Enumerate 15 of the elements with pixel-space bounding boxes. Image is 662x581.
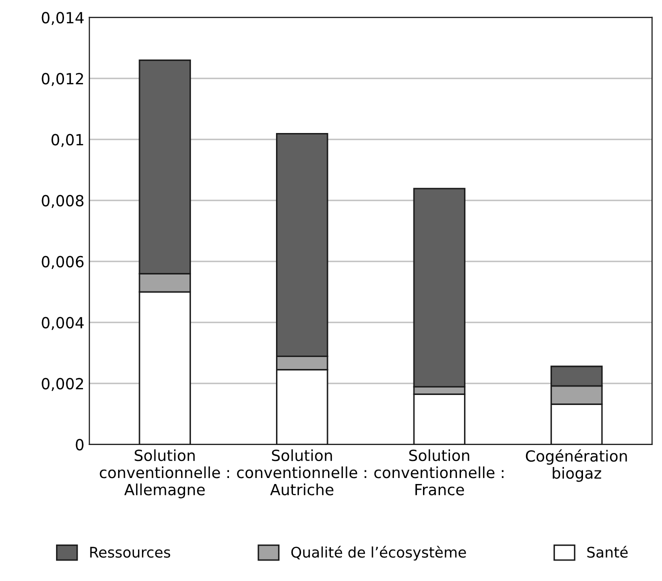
y-tick-label: 0,012	[42, 72, 83, 86]
legend-label: Santé	[587, 546, 628, 558]
x-tick-label: Solution conventionnelle : Autriche	[237, 449, 366, 496]
x-tick-label: Solution conventionnelle : Allemagne	[100, 449, 229, 498]
y-tick-label: 0,002	[42, 378, 83, 392]
y-tick-label: 0,004	[42, 316, 84, 330]
x-tick-label: Cogénération biogaz	[526, 449, 627, 482]
x-tick-label: Solution conventionnelle : France	[374, 449, 504, 496]
legend-label: Qualité de l’écosystème	[291, 546, 466, 561]
y-tick-label: 0,014	[42, 12, 84, 26]
y-tick-label: 0,006	[42, 256, 84, 270]
y-tick-label: 0,008	[42, 194, 84, 208]
legend-label: Ressources	[90, 546, 170, 558]
y-tick-label: 0	[76, 438, 84, 450]
y-tick-label: 0,01	[52, 134, 84, 148]
